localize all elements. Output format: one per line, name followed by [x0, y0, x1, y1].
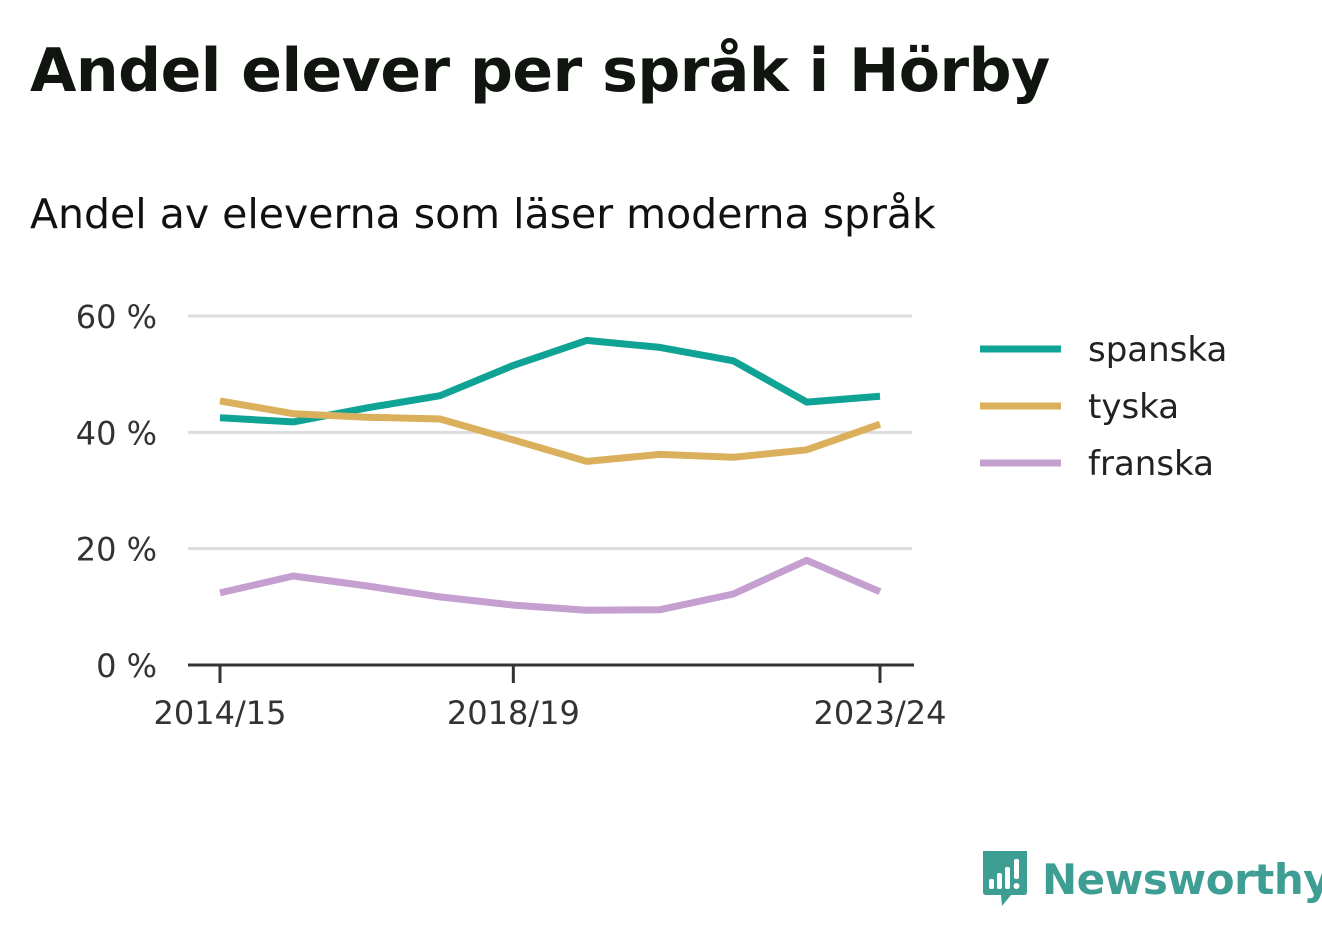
series-line-franska — [219, 556, 882, 614]
legend-label-spanska: spanska — [1088, 330, 1227, 370]
legend-label-franska: franska — [1088, 444, 1214, 484]
brand-name: Newsworthy — [1042, 854, 1322, 904]
legend: spanska tyska franska — [980, 330, 1227, 484]
bar-chart-speech-bubble-icon — [983, 851, 1027, 906]
chart-subtitle: Andel av eleverna som läser moderna språ… — [30, 190, 936, 238]
series-lines — [219, 336, 882, 614]
legend-label-tyska: tyska — [1088, 387, 1179, 427]
series-line-spanska — [219, 336, 881, 426]
newsworthy-logo: Newsworthy — [980, 848, 1322, 910]
y-tick-label: 60 % — [76, 298, 157, 336]
grid-lines: 0 % 20 % 40 % 60 % — [76, 298, 912, 685]
x-axis: 2014/15 2018/19 2023/24 — [154, 663, 947, 732]
y-tick-label: 40 % — [76, 414, 157, 452]
x-tick-label: 2018/19 — [447, 694, 580, 732]
x-tick-label: 2023/24 — [814, 694, 947, 732]
chart-title: Andel elever per språk i Hörby — [30, 36, 1050, 106]
series-line-tyska — [219, 397, 882, 465]
x-tick-label: 2014/15 — [154, 694, 287, 732]
y-tick-label: 0 % — [96, 647, 157, 685]
y-tick-label: 20 % — [76, 531, 157, 569]
